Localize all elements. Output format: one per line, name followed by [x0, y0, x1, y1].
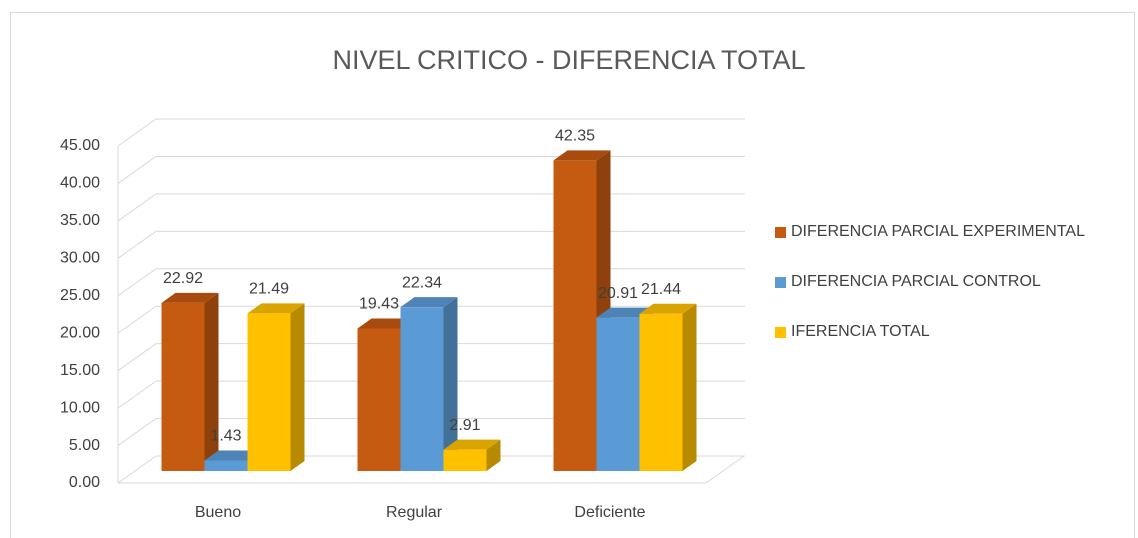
y-tick-label: 0.00	[69, 474, 100, 491]
bar-top	[357, 318, 415, 329]
bar-side	[290, 303, 305, 471]
bar	[357, 328, 401, 471]
grid-line-side	[117, 268, 157, 297]
grid-line-side	[117, 118, 157, 147]
legend-item: DIFERENCIA PARCIAL CONTROL	[775, 268, 1120, 296]
data-label: 21.49	[249, 281, 289, 298]
bar-top	[639, 303, 697, 314]
bar	[400, 307, 444, 471]
data-label: 22.92	[163, 270, 203, 287]
y-tick-label: 40.00	[60, 175, 100, 192]
y-tick-label: 35.00	[60, 212, 100, 229]
data-label: 19.43	[359, 296, 399, 313]
legend-label: DIFERENCIA PARCIAL CONTROL	[791, 273, 1041, 290]
y-tick-label: 5.00	[69, 437, 100, 454]
x-tick-label: Bueno	[195, 504, 241, 521]
bar-side	[682, 303, 697, 471]
legend-item: IFERENCIA TOTAL	[775, 318, 1120, 346]
data-label: 21.44	[641, 281, 681, 298]
bar	[161, 302, 205, 471]
legend-swatch	[775, 327, 786, 338]
grid-line-side	[117, 380, 157, 409]
grid-line-side	[117, 193, 157, 222]
data-label: 22.34	[402, 274, 442, 291]
bar-top	[596, 307, 654, 318]
bar-top	[553, 150, 611, 161]
legend-item: DIFERENCIA PARCIAL EXPERIMENTAL	[775, 218, 1120, 246]
legend-swatch	[775, 227, 786, 238]
bar-top	[443, 439, 501, 450]
chart-title: NIVEL CRITICO - DIFERENCIA TOTAL	[332, 45, 805, 75]
data-label: 42.35	[555, 128, 595, 145]
y-tick-label: 30.00	[60, 250, 100, 267]
y-tick-label: 45.00	[60, 137, 100, 154]
floor-edge	[705, 455, 745, 484]
y-tick-label: 20.00	[60, 324, 100, 341]
legend-swatch	[775, 277, 786, 288]
data-label: 20.91	[598, 285, 638, 302]
chart-border	[10, 12, 1135, 538]
bar	[204, 460, 248, 471]
legend: DIFERENCIA PARCIAL EXPERIMENTAL DIFERENCI…	[775, 218, 1120, 368]
bar-top	[161, 292, 219, 303]
bar-top	[400, 297, 458, 308]
x-tick-label: Regular	[386, 504, 443, 521]
bar	[639, 313, 683, 471]
data-label: 2.91	[449, 417, 480, 434]
grid-line-side	[117, 305, 157, 334]
bar-side	[443, 297, 458, 471]
bar-top	[247, 303, 305, 314]
y-tick-label: 10.00	[60, 399, 100, 416]
x-tick-label: Deficiente	[574, 504, 645, 521]
bar	[443, 449, 487, 471]
grid-line-side	[117, 343, 157, 372]
grid-line-side	[117, 156, 157, 184]
bar	[553, 160, 597, 471]
legend-label: IFERENCIA TOTAL	[791, 323, 930, 340]
bar-side	[204, 292, 219, 471]
bar	[247, 313, 291, 471]
y-tick-label: 15.00	[60, 362, 100, 379]
grid-line-side	[117, 418, 157, 446]
data-label: 1.43	[210, 428, 241, 445]
grid-line-side	[117, 455, 157, 484]
y-tick-label: 25.00	[60, 287, 100, 304]
legend-label: DIFERENCIA PARCIAL EXPERIMENTAL	[791, 223, 1085, 240]
grid-line-side	[117, 230, 157, 259]
bar-side	[486, 439, 501, 471]
bar-top	[204, 450, 262, 461]
bar	[596, 317, 640, 471]
